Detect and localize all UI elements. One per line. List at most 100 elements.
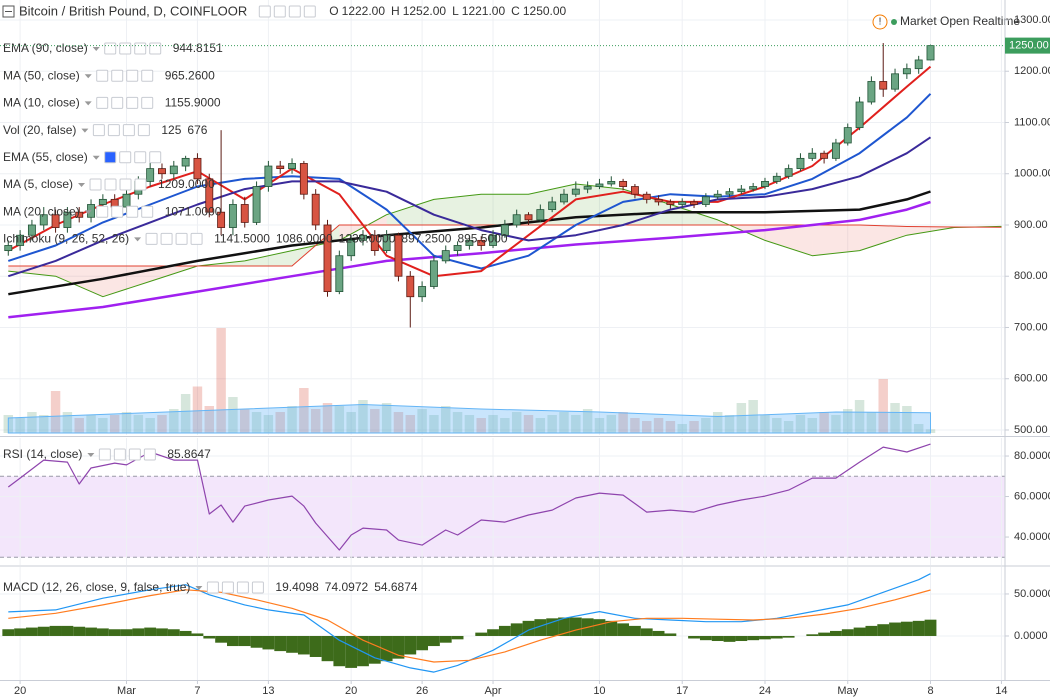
- volume-bar: [133, 415, 144, 433]
- candle-body: [713, 193, 722, 198]
- candle-body: [276, 165, 285, 170]
- macd-histogram-bar: [534, 619, 547, 636]
- legend-icon: [141, 96, 154, 109]
- volume-bar: [854, 400, 865, 433]
- macd-line: [8, 589, 931, 663]
- legend-caret: [84, 210, 92, 215]
- legend-value: 1141.5000: [214, 232, 270, 246]
- candle-body: [27, 224, 36, 236]
- candle-body: [382, 234, 391, 252]
- legend-name: Vol (20, false): [3, 123, 76, 137]
- candle-body: [323, 224, 332, 293]
- indicator-line: [8, 200, 931, 319]
- macd-histogram-bar: [711, 635, 724, 642]
- candle-body: [441, 250, 450, 262]
- candle-body: [299, 163, 308, 195]
- candle-body: [796, 157, 805, 170]
- volume-bar: [275, 412, 285, 433]
- macd-histogram-bar: [37, 626, 50, 636]
- legend-icon: [113, 448, 126, 461]
- candle-body: [264, 165, 273, 187]
- legend-icon: [221, 581, 234, 594]
- candle-body: [914, 59, 923, 70]
- y-tick-label: 0.0000: [1014, 630, 1048, 642]
- volume-bar: [15, 418, 25, 433]
- macd-histogram-bar: [191, 633, 204, 636]
- macd-histogram-bar: [605, 620, 618, 636]
- status-dot: [891, 19, 897, 25]
- cloud-fill: [859, 224, 907, 251]
- candle-body: [288, 163, 296, 170]
- volume: [2, 328, 937, 668]
- macd-histogram-bar: [274, 635, 287, 652]
- volume-bar: [121, 412, 132, 433]
- legend-caret: [81, 128, 89, 133]
- span-a-line: [8, 183, 1002, 298]
- macd-histogram-bar: [416, 635, 429, 651]
- candle-body: [39, 214, 48, 226]
- macd-histogram-bar: [841, 629, 854, 636]
- candle-body: [98, 198, 107, 205]
- candle-body: [536, 209, 545, 221]
- volume-bar: [192, 386, 203, 433]
- legend-icon: [288, 5, 301, 18]
- macd-histogram-bar: [297, 635, 310, 655]
- volume-bar: [831, 415, 841, 433]
- volume-bar: [204, 406, 215, 433]
- macd-histogram-bar: [428, 635, 440, 647]
- legend-icon: [119, 42, 132, 55]
- volume-bar: [39, 415, 49, 433]
- candle-body: [571, 188, 580, 195]
- legend-name: MACD (12, 26, close, 9, false, true): [3, 580, 190, 594]
- x-tick-label: May: [837, 685, 858, 697]
- macd-histogram-bar: [144, 627, 157, 636]
- candle-body: [642, 193, 651, 200]
- volume-bar: [50, 391, 61, 433]
- volume-bar: [452, 412, 463, 433]
- macd-histogram-bar: [156, 628, 168, 636]
- candle-body: [394, 234, 403, 277]
- legend-icon: [190, 232, 203, 245]
- legend-icon: [104, 178, 117, 191]
- ohlc-label: C: [511, 4, 520, 18]
- ohlc-label: L: [452, 4, 459, 18]
- legend-icon: [160, 232, 173, 245]
- legend-value: 1071.0000: [165, 204, 222, 218]
- legend-icon: [141, 69, 154, 82]
- volume-bar: [689, 421, 699, 433]
- candle-body: [146, 168, 155, 182]
- macd-histogram-bar: [735, 635, 748, 642]
- candle-body: [477, 239, 486, 246]
- candle-body: [843, 127, 852, 144]
- volume-bar: [772, 418, 782, 433]
- volume-bar: [523, 415, 534, 433]
- macd-histogram-bar: [73, 626, 86, 636]
- volume-bar: [712, 412, 723, 433]
- macd-histogram-bar: [830, 630, 842, 636]
- indicator-line: [7, 93, 932, 270]
- legend-icon: [89, 178, 102, 191]
- volume-bar: [299, 388, 309, 433]
- x-tick-label: 17: [676, 685, 688, 697]
- cloud-fill: [8, 265, 56, 277]
- volume-bar: [322, 403, 333, 433]
- volume-bar: [346, 412, 356, 433]
- volume-bar: [736, 403, 747, 433]
- legend-caret: [78, 183, 86, 187]
- alert-icon: [872, 14, 888, 30]
- macd-histogram-bar: [439, 635, 452, 643]
- legend-caret: [84, 74, 92, 79]
- volume-bar: [62, 412, 73, 433]
- x-tick-label: 20: [345, 685, 357, 697]
- volume-bar: [169, 409, 179, 433]
- legend-icon: [92, 124, 105, 137]
- macd-histogram-bar: [475, 632, 488, 636]
- candle-body: [193, 157, 202, 180]
- legend-icon: [119, 151, 132, 164]
- legend-icon: [149, 42, 162, 55]
- volume-bar: [251, 412, 262, 433]
- candle-body: [560, 193, 568, 203]
- volume-bar: [86, 415, 96, 433]
- legend-icon: [104, 151, 117, 164]
